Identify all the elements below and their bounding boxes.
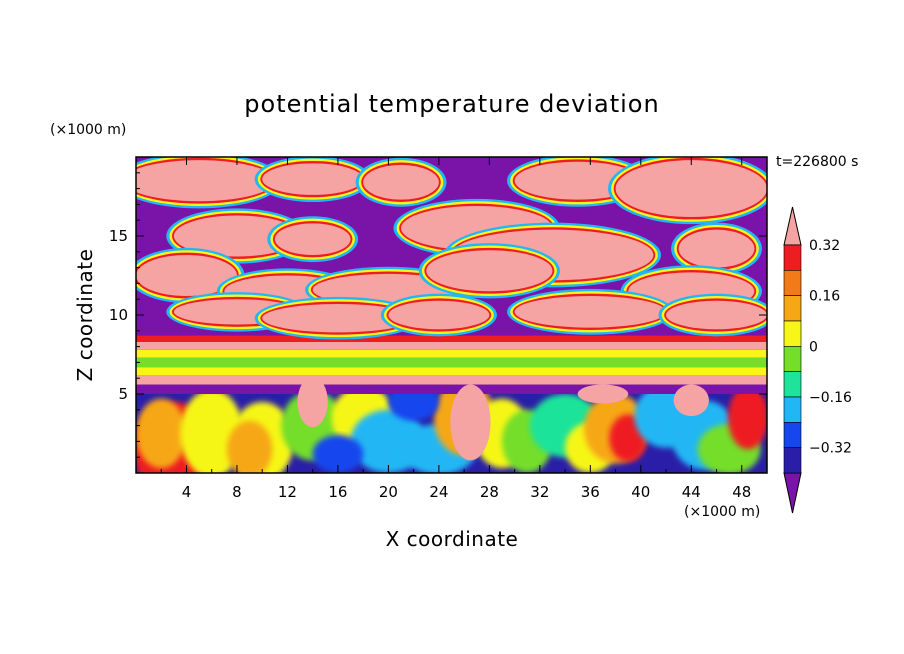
colorbar-band bbox=[783, 244, 802, 271]
field-band bbox=[136, 375, 767, 385]
colorbar-band bbox=[783, 270, 802, 296]
field-blob bbox=[297, 376, 328, 428]
x-axis: 4 8 12 16 20 24 28 32 36 40 44 48 bbox=[160, 157, 751, 501]
field-blob bbox=[136, 254, 237, 297]
colorbar-tick-label: 0 bbox=[809, 339, 818, 355]
field-blob bbox=[577, 384, 629, 404]
field-blob bbox=[388, 300, 490, 330]
colorbar-band bbox=[783, 320, 802, 347]
y-tick-label: 15 bbox=[109, 227, 128, 245]
field-blob bbox=[450, 384, 491, 461]
colorbar-band bbox=[783, 447, 802, 474]
field-blob bbox=[727, 386, 767, 450]
field-band bbox=[136, 335, 767, 342]
field-blob bbox=[262, 303, 414, 333]
field-blob bbox=[426, 250, 553, 292]
field-blob bbox=[136, 398, 187, 469]
field-band bbox=[136, 341, 767, 350]
colorbar-tick-label: 0.32 bbox=[809, 238, 840, 254]
x-tick-label: 20 bbox=[379, 483, 398, 501]
x-tick-label: 28 bbox=[480, 483, 499, 501]
colorbar-band bbox=[783, 371, 802, 398]
plot-area bbox=[136, 157, 767, 473]
field-blob bbox=[678, 229, 755, 268]
x-tick-label: 16 bbox=[328, 483, 347, 501]
potential-temperature-field bbox=[136, 157, 767, 473]
field-blob bbox=[262, 163, 364, 195]
colorbar-band bbox=[783, 346, 802, 372]
x-tick-label: 4 bbox=[182, 483, 192, 501]
colorbar-band bbox=[783, 422, 802, 448]
field-band bbox=[136, 367, 767, 376]
x-tick-label: 36 bbox=[581, 483, 600, 501]
x-unit-label: (×1000 m) bbox=[684, 504, 760, 520]
y-tick-label: 5 bbox=[118, 385, 128, 403]
x-tick-label: 40 bbox=[631, 483, 650, 501]
colorbar-tick-label: −0.32 bbox=[809, 441, 852, 457]
y-tick-label: 10 bbox=[109, 306, 128, 324]
colorbar-band bbox=[783, 295, 802, 322]
field-blob bbox=[274, 223, 351, 255]
colorbar-extend-bottom bbox=[783, 472, 802, 514]
field-blob bbox=[363, 164, 439, 200]
field-band bbox=[136, 357, 767, 368]
x-tick-label: 48 bbox=[732, 483, 751, 501]
x-tick-label: 32 bbox=[530, 483, 549, 501]
x-tick-label: 44 bbox=[682, 483, 701, 501]
field-blob bbox=[615, 160, 767, 218]
field-blob bbox=[514, 296, 667, 328]
x-tick-label: 24 bbox=[429, 483, 448, 501]
field-blob bbox=[673, 384, 709, 417]
field-band bbox=[136, 349, 767, 358]
colorbar-extend-top bbox=[783, 206, 802, 246]
chart-title: potential temperature deviation bbox=[244, 90, 659, 118]
y-axis: 5 10 15 bbox=[109, 172, 767, 458]
field-blob bbox=[666, 300, 767, 330]
time-label: t=226800 s bbox=[776, 154, 858, 170]
field-band bbox=[136, 384, 767, 394]
field-blob bbox=[312, 435, 364, 473]
colorbar-tick-label: −0.16 bbox=[809, 390, 852, 406]
x-tick-label: 12 bbox=[278, 483, 297, 501]
colorbar: 0.32 0.16 0 −0.16 −0.32 bbox=[783, 206, 852, 514]
field-blob bbox=[173, 215, 301, 257]
x-axis-title: X coordinate bbox=[386, 527, 519, 551]
y-axis-title: Z coordinate bbox=[73, 249, 97, 382]
colorbar-tick-label: 0.16 bbox=[809, 289, 840, 305]
field-blob bbox=[226, 420, 273, 473]
field-blob bbox=[136, 160, 275, 202]
y-unit-label: (×1000 m) bbox=[50, 122, 126, 138]
x-tick-label: 8 bbox=[232, 483, 242, 501]
colorbar-band bbox=[783, 396, 802, 423]
